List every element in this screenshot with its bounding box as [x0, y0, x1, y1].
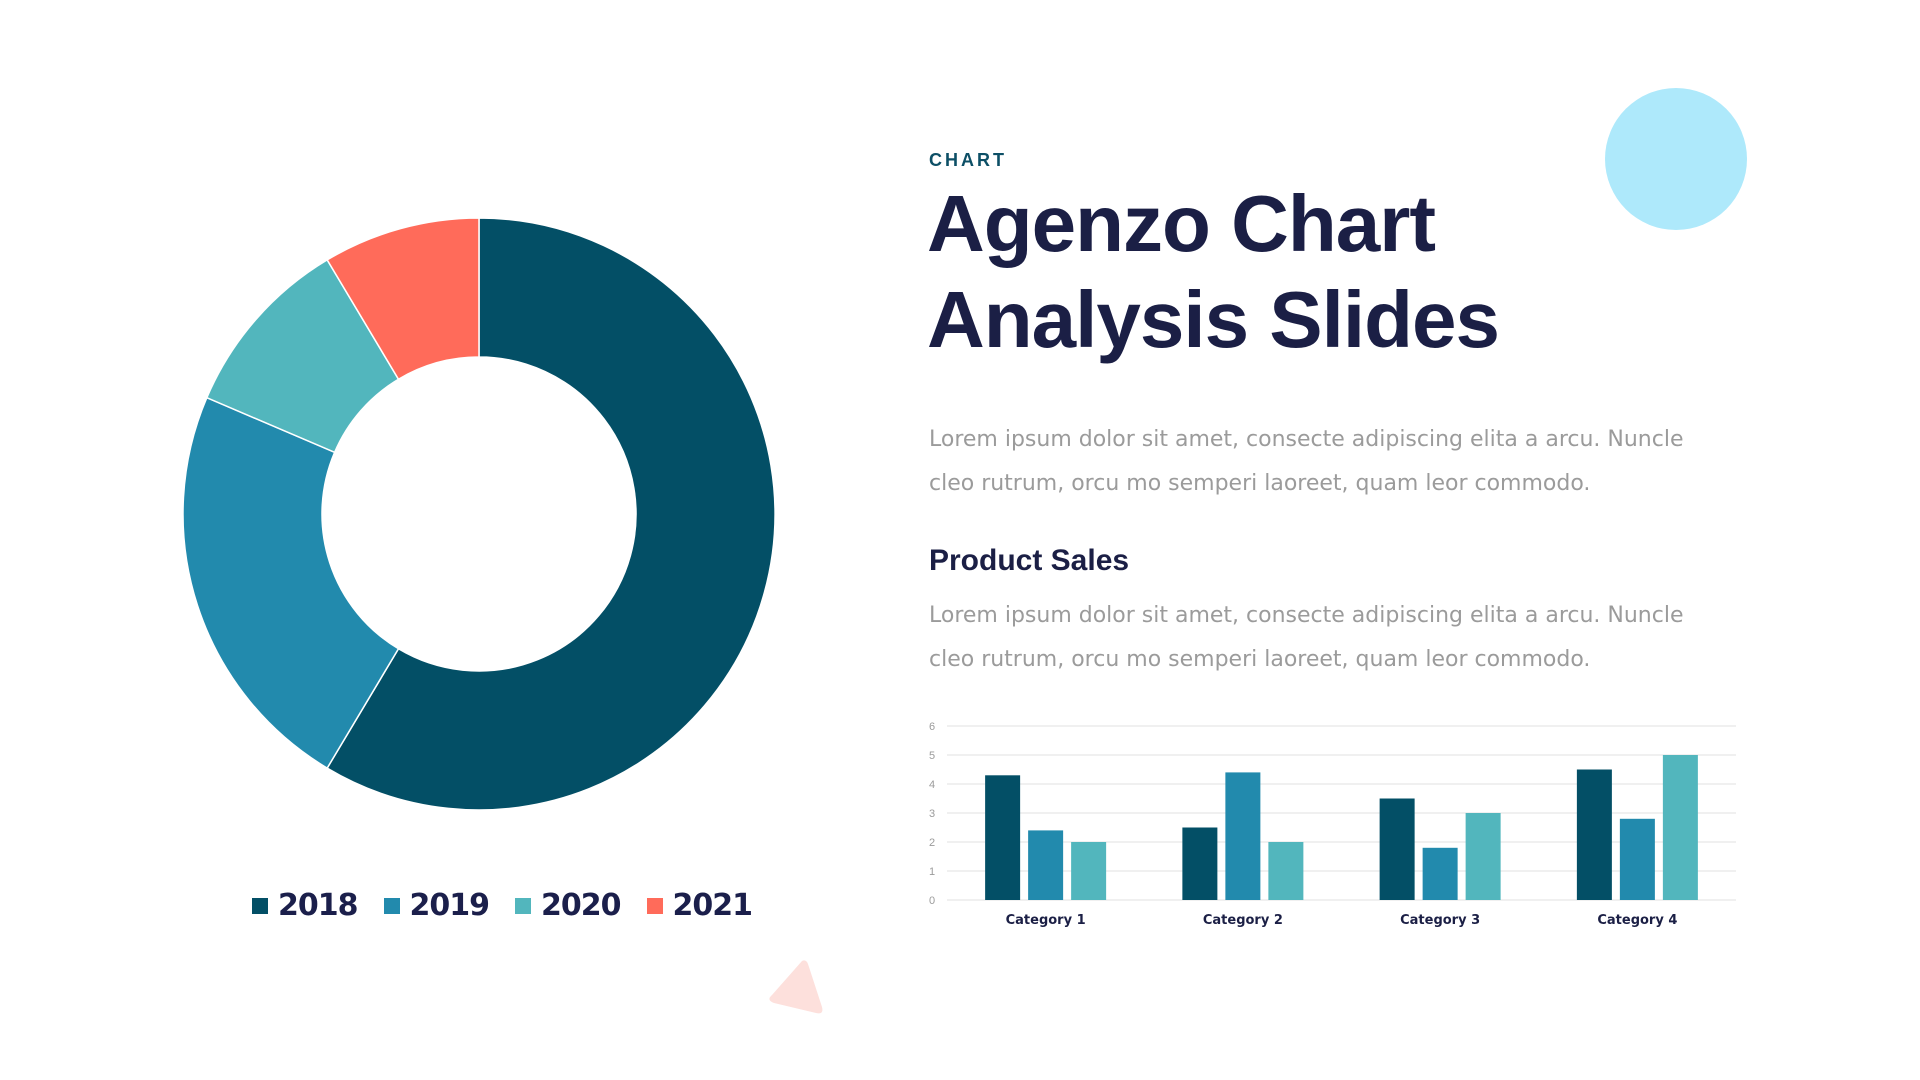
decorative-triangle — [769, 960, 823, 1014]
bar — [1662, 755, 1698, 900]
eyebrow-label: CHART — [929, 150, 1007, 170]
intro-paragraph: Lorem ipsum dolor sit amet, consecte adi… — [929, 427, 1684, 496]
bar — [1619, 818, 1655, 900]
y-tick-label: 0 — [929, 895, 935, 907]
bar — [1225, 772, 1261, 900]
product-sales-heading: Product Sales — [929, 544, 1130, 577]
legend-label: 2021 — [672, 888, 753, 923]
x-category-label: Category 3 — [1400, 913, 1480, 928]
legend-label: 2019 — [409, 888, 490, 923]
bar — [1028, 830, 1064, 900]
decorative-circle — [1605, 88, 1747, 230]
legend-item-2018: 2018 — [252, 888, 358, 923]
x-category-label: Category 1 — [1006, 913, 1086, 928]
legend-swatch — [252, 897, 268, 914]
legend-swatch — [383, 897, 400, 914]
legend-item-2021: 2021 — [646, 888, 753, 923]
bar — [1465, 813, 1501, 900]
bar — [1379, 798, 1415, 900]
title-line: Analysis Slides — [927, 275, 1500, 364]
bar — [1576, 769, 1612, 900]
legend-swatch — [515, 897, 531, 914]
bar — [1182, 827, 1218, 900]
x-category-label: Category 4 — [1597, 913, 1677, 928]
legend-swatch — [646, 897, 663, 914]
donut-slice-2018 — [326, 217, 776, 811]
legend-label: 2018 — [278, 888, 358, 923]
donut-legend: 2018 2019 2020 2021 — [252, 888, 753, 923]
bar — [1268, 842, 1304, 900]
bar — [1422, 847, 1458, 900]
donut-slice-2019 — [182, 396, 400, 770]
donut-slice-2021 — [326, 217, 480, 381]
legend-label: 2020 — [541, 888, 621, 923]
x-category-label: Category 2 — [1203, 913, 1283, 928]
legend-item-2019: 2019 — [383, 888, 490, 923]
bar — [985, 775, 1021, 900]
donut-chart — [182, 217, 776, 811]
title-line: Agenzo Chart — [927, 179, 1436, 268]
legend-item-2020: 2020 — [515, 888, 621, 923]
bar — [1071, 842, 1107, 900]
product-sales-paragraph: Lorem ipsum dolor sit amet, consecte adi… — [929, 603, 1684, 672]
page-title: Agenzo Chart Analysis Slides — [927, 176, 1500, 368]
